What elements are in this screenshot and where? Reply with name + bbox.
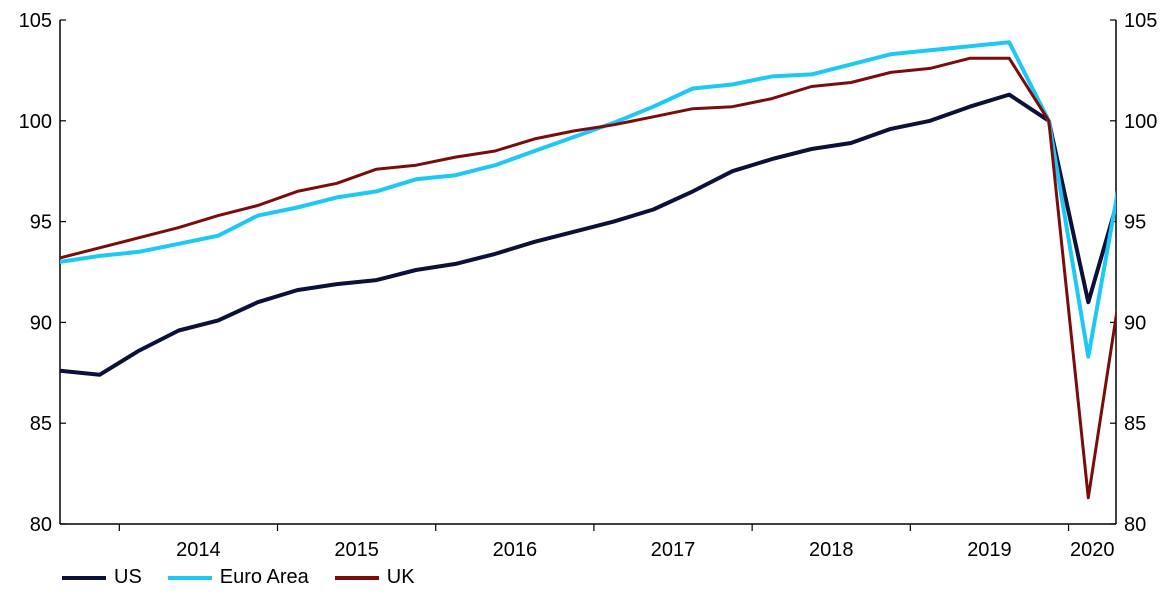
legend-label-us: US	[114, 566, 142, 588]
y-tick-label-right: 80	[1124, 514, 1146, 536]
legend-item-euro-area: Euro Area	[167, 566, 309, 589]
y-tick-label-left: 105	[19, 10, 52, 32]
series-line-us	[60, 92, 1116, 377]
chart-axes: 80 80 85 85 90 90 95 95 100 100 105 105 2014 2015 2016…	[19, 10, 1158, 561]
y-tick-label-right: 90	[1124, 312, 1146, 334]
x-tick-label: 2020	[1070, 539, 1115, 561]
legend-item-uk: UK	[334, 566, 415, 589]
chart-series-lines	[60, 40, 1116, 500]
y-tick-label-right: 95	[1124, 212, 1146, 234]
x-tick-label: 2015	[334, 539, 379, 561]
legend-swatch-us	[62, 575, 106, 580]
y-tick-label-left: 90	[30, 312, 52, 334]
y-tick-label-left: 100	[19, 111, 52, 133]
x-tick-label: 2017	[651, 539, 696, 561]
y-tick-label-right: 85	[1124, 413, 1146, 435]
legend-label-uk: UK	[386, 566, 415, 588]
x-tick-label: 2018	[809, 539, 854, 561]
legend-swatch-uk	[334, 575, 379, 580]
legend-item-us: US	[62, 566, 142, 589]
y-tick-label-right: 100	[1124, 111, 1157, 133]
y-tick-label-left: 80	[30, 514, 52, 536]
x-tick-label: 2019	[967, 539, 1012, 561]
y-tick-label-right: 105	[1124, 10, 1157, 32]
x-tick-label: 2016	[493, 539, 538, 561]
series-line-uk	[60, 56, 1116, 500]
legend-label-euro-area: Euro Area	[219, 566, 309, 588]
y-tick-label-left: 95	[30, 212, 52, 234]
x-tick-label: 2014	[176, 539, 221, 561]
legend-swatch-euro-area	[167, 575, 212, 580]
series-line-euro-area	[60, 40, 1116, 359]
y-tick-label-left: 85	[30, 413, 52, 435]
chart-legend: US Euro Area UK	[62, 566, 441, 589]
